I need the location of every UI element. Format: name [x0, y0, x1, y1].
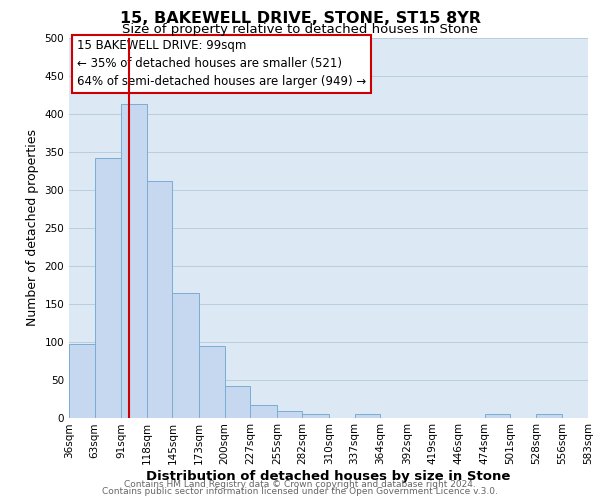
- Text: Contains HM Land Registry data © Crown copyright and database right 2024.: Contains HM Land Registry data © Crown c…: [124, 480, 476, 489]
- Text: 15 BAKEWELL DRIVE: 99sqm
← 35% of detached houses are smaller (521)
64% of semi-: 15 BAKEWELL DRIVE: 99sqm ← 35% of detach…: [77, 40, 366, 88]
- Bar: [199, 346, 224, 418]
- Bar: [355, 414, 380, 418]
- Bar: [121, 104, 147, 418]
- Bar: [536, 414, 562, 418]
- Bar: [69, 344, 95, 418]
- Bar: [224, 386, 250, 418]
- Bar: [277, 410, 302, 418]
- Bar: [250, 406, 277, 417]
- Text: Size of property relative to detached houses in Stone: Size of property relative to detached ho…: [122, 22, 478, 36]
- Bar: [147, 181, 172, 418]
- Y-axis label: Number of detached properties: Number of detached properties: [26, 129, 39, 326]
- Bar: [95, 158, 121, 418]
- Bar: [302, 414, 329, 418]
- Text: Contains public sector information licensed under the Open Government Licence v.: Contains public sector information licen…: [102, 487, 498, 496]
- Bar: [485, 414, 510, 418]
- X-axis label: Distribution of detached houses by size in Stone: Distribution of detached houses by size …: [146, 470, 511, 483]
- Text: 15, BAKEWELL DRIVE, STONE, ST15 8YR: 15, BAKEWELL DRIVE, STONE, ST15 8YR: [119, 11, 481, 26]
- Bar: [172, 293, 199, 418]
